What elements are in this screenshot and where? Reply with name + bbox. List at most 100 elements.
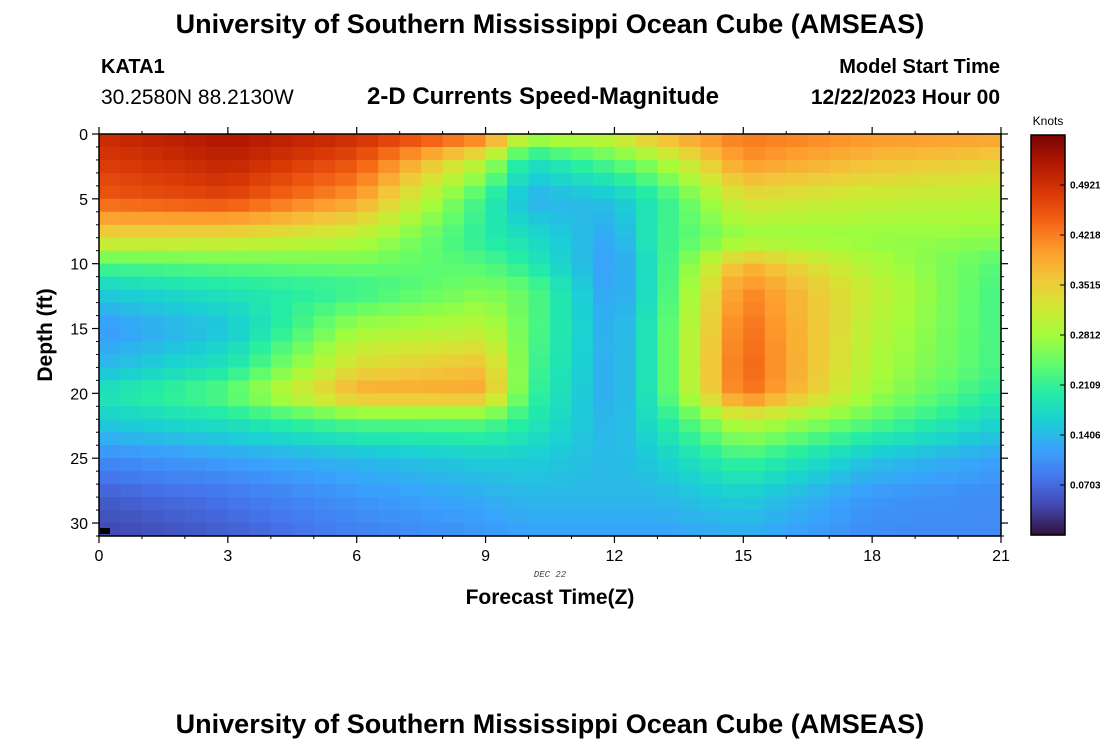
colorbar-segment: [1031, 363, 1065, 368]
heatmap-cell: [206, 198, 229, 213]
heatmap-cell: [979, 419, 1001, 433]
heatmap-cell: [657, 315, 680, 330]
heatmap-cell: [184, 445, 207, 459]
heatmap-cell: [421, 159, 444, 174]
heatmap-cell: [915, 159, 938, 174]
heatmap-cell: [292, 354, 315, 369]
heatmap-cell: [786, 237, 809, 252]
heatmap-cell: [958, 263, 981, 278]
heatmap-cell: [571, 276, 594, 291]
heatmap-cell: [464, 484, 487, 498]
heatmap-cell: [700, 198, 723, 213]
heatmap-cell: [678, 159, 701, 174]
heatmap-cell: [721, 185, 744, 200]
colorbar-segment: [1031, 415, 1065, 420]
heatmap-cell: [399, 302, 422, 317]
heatmap-cell: [829, 185, 852, 200]
heatmap-cell: [915, 237, 938, 252]
heatmap-cell: [227, 185, 250, 200]
heatmap-cell: [442, 315, 465, 330]
heatmap-cell: [592, 185, 616, 200]
heatmap-cell: [936, 510, 959, 524]
heatmap-cell: [979, 471, 1001, 485]
heatmap-cell: [464, 159, 487, 174]
heatmap-cell: [614, 419, 637, 433]
heatmap-cell: [292, 224, 315, 239]
heatmap-cell: [678, 380, 701, 394]
heatmap-cell: [163, 458, 186, 472]
heatmap-cell: [571, 198, 594, 213]
heatmap-cell: [550, 185, 573, 200]
heatmap-cell: [850, 146, 873, 161]
heatmap-cell: [721, 172, 744, 187]
heatmap-cell: [764, 497, 787, 511]
heatmap-cell: [399, 237, 422, 252]
heatmap-cell: [378, 354, 401, 369]
heatmap-cell: [807, 211, 830, 226]
heatmap-cell: [635, 211, 658, 226]
heatmap-cell: [829, 523, 852, 536]
heatmap-cell: [99, 198, 122, 213]
heatmap-cell: [850, 211, 873, 226]
heatmap-cell: [678, 198, 701, 213]
heatmap-cell: [872, 159, 895, 174]
heatmap-cell: [829, 484, 852, 498]
heatmap-cell: [335, 250, 358, 265]
heatmap-cell: [936, 134, 959, 148]
heatmap-cell: [550, 419, 573, 433]
heatmap-cell: [485, 354, 508, 369]
heatmap-cell: [721, 276, 744, 291]
heatmap-cell: [184, 159, 207, 174]
heatmap-cell: [936, 406, 959, 420]
x-tick-label: 12: [606, 548, 624, 565]
heatmap-cell: [550, 276, 573, 291]
heatmap-cell: [678, 328, 701, 343]
heatmap-cell: [528, 289, 551, 304]
heatmap-cell: [249, 237, 272, 252]
heatmap-cell: [399, 315, 422, 330]
heatmap-cell: [700, 328, 723, 343]
heatmap-cell: [872, 302, 895, 317]
heatmap-cell: [163, 211, 186, 226]
heatmap-cell: [163, 250, 186, 265]
heatmap-cell: [292, 471, 315, 485]
heatmap-cell: [227, 276, 250, 291]
heatmap-cell: [850, 419, 873, 433]
heatmap-cell: [507, 224, 530, 239]
heatmap-cell: [850, 328, 873, 343]
heatmap-cell: [829, 445, 852, 459]
heatmap-cell: [378, 211, 401, 226]
heatmap-cell: [571, 445, 594, 459]
heatmap-cell: [485, 289, 508, 304]
heatmap-cell: [829, 510, 852, 524]
heatmap-cell: [335, 458, 358, 472]
heatmap-cell: [528, 237, 551, 252]
heatmap-cell: [378, 458, 401, 472]
heatmap-cell: [141, 484, 165, 498]
heatmap-cell: [356, 289, 379, 304]
heatmap-cell: [120, 134, 143, 148]
heatmap-cell: [979, 211, 1001, 226]
heatmap-cell: [442, 497, 465, 511]
heatmap-cell: [313, 406, 336, 420]
heatmap-cell: [850, 380, 873, 394]
heatmap-cell: [184, 484, 207, 498]
colorbar-segment: [1031, 147, 1065, 152]
heatmap-cell: [528, 146, 551, 161]
heatmap-cell: [120, 367, 143, 381]
heatmap-cell: [721, 341, 744, 356]
heatmap-cell: [270, 263, 293, 278]
heatmap-cell: [292, 393, 315, 407]
heatmap-cell: [378, 510, 401, 524]
heatmap-cell: [464, 315, 487, 330]
heatmap-cell: [335, 523, 358, 536]
heatmap-cell: [743, 445, 766, 459]
heatmap-cell: [120, 146, 143, 161]
heatmap-cell: [313, 289, 336, 304]
heatmap-cell: [227, 250, 250, 265]
heatmap-cell: [485, 471, 508, 485]
heatmap-cell: [270, 419, 293, 433]
colorbar-segment: [1031, 343, 1065, 348]
heatmap-cell: [743, 134, 766, 148]
heatmap-cell: [399, 523, 422, 536]
